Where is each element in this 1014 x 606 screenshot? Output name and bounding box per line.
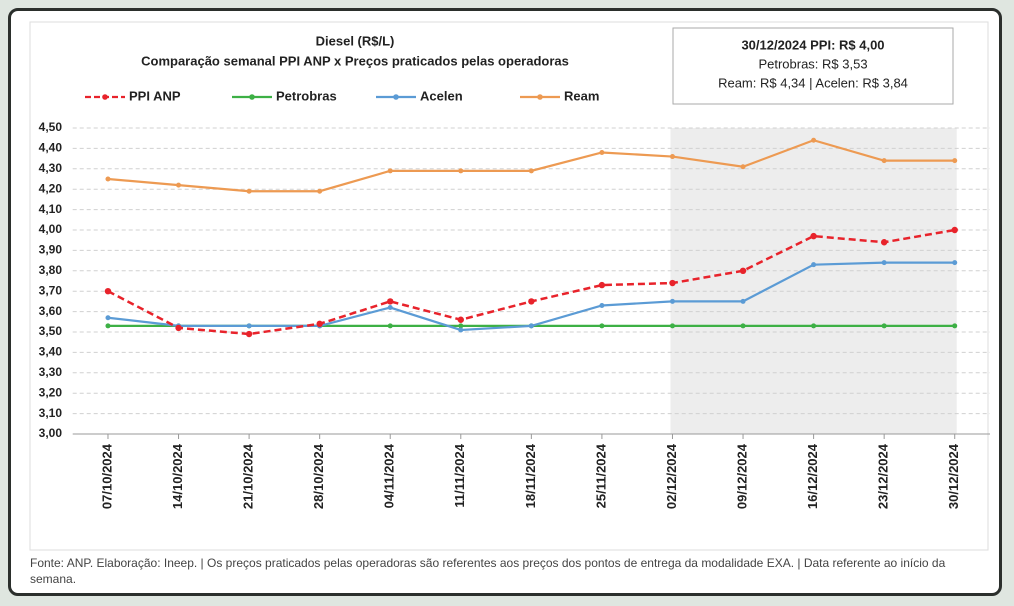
data-point <box>669 154 675 160</box>
data-point <box>811 137 817 143</box>
data-point <box>457 316 464 323</box>
data-point <box>599 302 605 308</box>
data-point <box>951 226 958 234</box>
data-point <box>599 323 605 329</box>
y-tick-label: 3,40 <box>39 345 63 359</box>
data-point <box>740 298 746 304</box>
data-point <box>528 298 535 305</box>
data-point <box>105 176 111 182</box>
data-point <box>528 168 534 174</box>
info-line: Ream: R$ 4,34 | Acelen: R$ 3,84 <box>718 75 908 90</box>
source-note: Fonte: ANP. Elaboração: Ineep. | Os preç… <box>30 556 946 586</box>
chart-subtitle: Comparação semanal PPI ANP x Preços prat… <box>141 53 569 68</box>
info-box <box>672 27 954 105</box>
x-tick-label: 02/12/2024 <box>664 443 679 509</box>
data-point <box>104 288 112 295</box>
data-point <box>952 323 958 329</box>
legend-label: PPI ANP <box>129 88 181 103</box>
data-point <box>669 323 675 329</box>
x-tick-label: 30/12/2024 <box>946 443 961 509</box>
data-point <box>176 182 182 188</box>
data-point <box>740 323 746 329</box>
y-tick-label: 4,40 <box>39 141 63 155</box>
legend-marker <box>249 94 255 100</box>
data-point <box>245 330 253 338</box>
data-point <box>810 232 817 240</box>
legend-label: Petrobras <box>276 88 337 103</box>
legend-label: Acelen <box>420 88 463 103</box>
y-tick-label: 3,30 <box>39 365 63 379</box>
data-point <box>387 305 393 311</box>
x-tick-label: 07/10/2024 <box>99 443 114 509</box>
x-tick-label: 14/10/2024 <box>170 443 185 509</box>
data-point <box>105 315 111 321</box>
data-point <box>458 323 464 329</box>
y-tick-label: 4,50 <box>39 120 63 134</box>
info-line: Petrobras: R$ 3,53 <box>758 56 867 71</box>
data-point <box>880 239 888 246</box>
data-point <box>739 267 747 274</box>
data-point <box>598 281 606 289</box>
data-point <box>387 298 394 305</box>
y-tick-label: 4,00 <box>39 222 63 236</box>
x-tick-label: 23/12/2024 <box>876 443 891 509</box>
data-point <box>458 327 464 333</box>
y-tick-label: 3,70 <box>39 283 63 297</box>
data-point <box>458 168 464 174</box>
highlight-region <box>670 128 957 434</box>
data-point <box>881 158 887 164</box>
chart-title: Diesel (R$/L) <box>316 33 395 48</box>
data-point <box>175 324 182 332</box>
x-tick-label: 04/11/2024 <box>382 443 397 508</box>
info-line: 30/12/2024 PPI: R$ 4,00 <box>741 37 884 52</box>
data-point <box>952 260 958 266</box>
legend-label: Ream <box>564 88 599 103</box>
x-tick-label: 28/10/2024 <box>311 443 326 509</box>
y-tick-label: 3,20 <box>39 385 63 399</box>
y-tick-label: 4,10 <box>39 202 63 216</box>
y-tick-label: 3,60 <box>39 304 63 318</box>
y-tick-label: 3,10 <box>39 406 63 420</box>
legend-marker <box>102 94 108 100</box>
data-point <box>316 320 323 328</box>
data-point <box>881 323 887 329</box>
data-point <box>740 164 746 170</box>
data-point <box>811 262 817 268</box>
x-tick-label: 18/11/2024 <box>523 443 538 508</box>
y-tick-label: 4,30 <box>39 161 63 175</box>
data-point <box>952 158 958 164</box>
x-tick-label: 16/12/2024 <box>805 443 820 509</box>
data-point <box>387 323 393 329</box>
x-tick-label: 21/10/2024 <box>241 443 256 509</box>
y-tick-label: 3,50 <box>39 324 63 338</box>
x-tick-label: 11/11/2024 <box>452 443 467 507</box>
data-point <box>528 323 534 329</box>
data-point <box>246 323 252 329</box>
y-tick-label: 4,20 <box>39 181 63 195</box>
data-point <box>669 298 675 304</box>
data-point <box>811 323 817 329</box>
data-point <box>105 323 111 329</box>
data-point <box>669 279 676 287</box>
y-tick-label: 3,90 <box>39 243 63 257</box>
data-point <box>387 168 393 174</box>
data-point <box>246 188 252 194</box>
y-tick-label: 3,80 <box>39 263 63 277</box>
x-tick-label: 25/11/2024 <box>593 443 608 508</box>
x-tick-label: 09/12/2024 <box>734 443 749 509</box>
y-tick-label: 3,00 <box>39 426 63 440</box>
data-point <box>599 149 605 155</box>
legend-marker <box>537 94 543 100</box>
legend-marker <box>393 94 399 100</box>
data-point <box>317 188 323 194</box>
data-point <box>881 260 887 266</box>
